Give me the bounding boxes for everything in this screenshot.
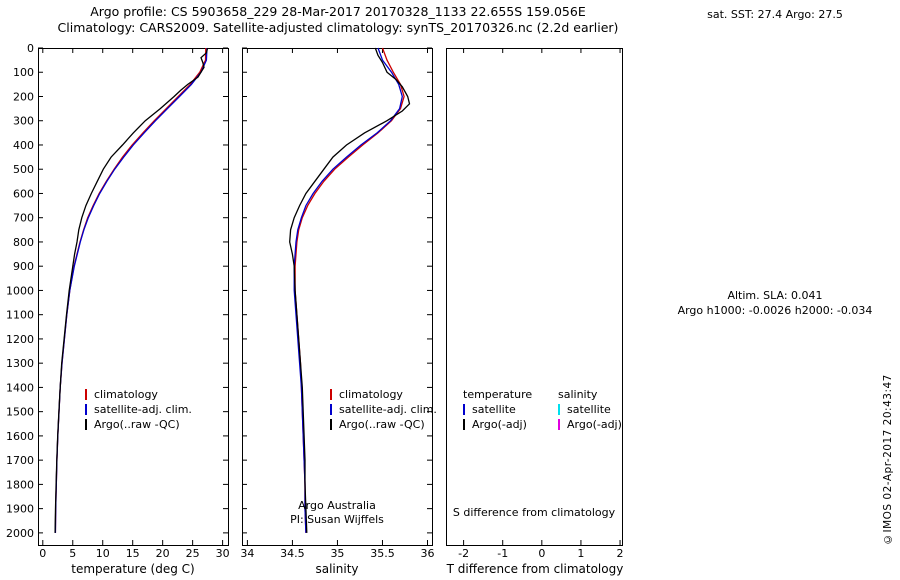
- argo-tdiff-swatch: [463, 419, 465, 430]
- salinity-legend: climatology satellite-adj. clim. Argo(..…: [330, 387, 437, 432]
- legend-item: satellite: [463, 402, 532, 417]
- legend-item: Argo(..raw -QC): [330, 417, 437, 432]
- x-tick-label: 0: [39, 547, 46, 560]
- series-climatology: [54, 47, 207, 533]
- depth-tick-label: 500: [13, 163, 34, 176]
- depth-tick-label: 0: [27, 42, 34, 55]
- series-argo-raw-qc-: [289, 47, 411, 533]
- legend-label: Argo(-adj): [472, 418, 527, 431]
- legend-item: Argo(-adj): [558, 417, 622, 432]
- legend-label: climatology: [339, 388, 403, 401]
- depth-tick-label: 1200: [6, 333, 34, 346]
- panel-border: [38, 48, 229, 546]
- satellite-adj-line-swatch: [330, 404, 332, 415]
- depth-tick-label: 600: [13, 187, 34, 200]
- x-tick-label: 35: [330, 547, 344, 560]
- temperature-legend: climatology satellite-adj. clim. Argo(..…: [85, 387, 192, 432]
- legend-label: Argo(..raw -QC): [339, 418, 425, 431]
- legend-item: Argo(..raw -QC): [85, 417, 192, 432]
- sst-map-title: sat. SST: 27.4 Argo: 27.5: [707, 8, 843, 21]
- x-tick-label: 20: [156, 547, 170, 560]
- legend-label: satellite: [567, 403, 611, 416]
- depth-tick-label: 1100: [6, 309, 34, 322]
- climatology-line-swatch: [330, 389, 332, 400]
- legend-item: satellite-adj. clim.: [85, 402, 192, 417]
- depth-tick-label: 900: [13, 260, 34, 273]
- x-tick-label: 34.5: [280, 547, 305, 560]
- legend-item: Argo(-adj): [463, 417, 532, 432]
- depth-tick-label: 700: [13, 212, 34, 225]
- x-tick-label: 36: [420, 547, 434, 560]
- depth-tick-label: 1800: [6, 478, 34, 491]
- depth-tick-label: 800: [13, 236, 34, 249]
- sla-map: [680, 330, 870, 545]
- x-tick-label: -1: [497, 547, 508, 560]
- legend-item: climatology: [85, 387, 192, 402]
- x-tick-label: 1: [577, 547, 584, 560]
- figure-title-line1: Argo profile: CS 5903658_229 28-Mar-2017…: [90, 4, 586, 19]
- legend-item: climatology: [330, 387, 437, 402]
- series-argo-raw-qc-: [54, 47, 209, 533]
- depth-tick-label: 1300: [6, 357, 34, 370]
- tdiff-legend-column: temperature satellite Argo(-adj): [463, 387, 532, 432]
- argo-sdiff-swatch: [558, 419, 560, 430]
- x-tick-label: 5: [69, 547, 76, 560]
- legend-header-salinity: salinity: [558, 388, 598, 401]
- legend-label: satellite-adj. clim.: [339, 403, 437, 416]
- x-tick-label: 30: [216, 547, 230, 560]
- depth-tick-label: 1400: [6, 381, 34, 394]
- depth-tick-label: 200: [13, 90, 34, 103]
- tdiff-axis-label: T difference from climatology: [446, 562, 624, 576]
- sst-map: [680, 35, 870, 270]
- legend-label: satellite-adj. clim.: [94, 403, 192, 416]
- depth-tick-label: 400: [13, 139, 34, 152]
- depth-tick-label: 1700: [6, 454, 34, 467]
- copyright-stamp: ©IMOS 02-Apr-2017 20:43:47: [882, 374, 894, 545]
- depth-tick-label: 2000: [6, 527, 34, 540]
- panel-border: [242, 48, 433, 546]
- satellite-adj-line-swatch: [85, 404, 87, 415]
- depth-tick-label: 1500: [6, 406, 34, 419]
- x-tick-label: 2: [617, 547, 624, 560]
- argo-australia-note: Argo Australia: [298, 499, 376, 512]
- argo-line-swatch: [330, 419, 332, 430]
- sdiff-legend-column: salinity satellite Argo(-adj): [558, 387, 622, 432]
- x-tick-label: 0: [538, 547, 545, 560]
- depth-tick-label: 1000: [6, 284, 34, 297]
- series-satellite-adj-clim-: [54, 47, 208, 533]
- x-tick-label: 35.5: [370, 547, 395, 560]
- panel-border: [446, 48, 623, 546]
- sla-map-subtitle: Argo h1000: -0.0026 h2000: -0.034: [677, 304, 873, 317]
- x-tick-label: 25: [186, 547, 200, 560]
- x-tick-label: -2: [458, 547, 469, 560]
- legend-label: climatology: [94, 388, 158, 401]
- legend-item: satellite-adj. clim.: [330, 402, 437, 417]
- x-tick-label: 10: [96, 547, 110, 560]
- depth-tick-label: 100: [13, 66, 34, 79]
- depth-tick-label: 1600: [6, 430, 34, 443]
- legend-label: satellite: [472, 403, 516, 416]
- sdiff-axis-label: S difference from climatology: [452, 506, 616, 519]
- temperature-axis-label: temperature (deg C): [71, 562, 195, 576]
- legend-label: Argo(-adj): [567, 418, 622, 431]
- x-tick-label: 15: [126, 547, 140, 560]
- pi-note: PI: Susan Wijffels: [290, 513, 384, 526]
- climatology-line-swatch: [85, 389, 87, 400]
- satellite-sdiff-swatch: [558, 404, 560, 415]
- x-tick-label: 34: [240, 547, 254, 560]
- argo-line-swatch: [85, 419, 87, 430]
- salinity-axis-label: salinity: [315, 562, 359, 576]
- legend-header-temperature: temperature: [463, 388, 533, 401]
- depth-tick-label: 1900: [6, 503, 34, 516]
- series-satellite-adj-clim-: [293, 47, 403, 533]
- legend-label: Argo(..raw -QC): [94, 418, 180, 431]
- sla-map-title: Altim. SLA: 0.041: [727, 289, 823, 302]
- figure-title-line2: Climatology: CARS2009. Satellite-adjuste…: [57, 20, 619, 35]
- satellite-tdiff-swatch: [463, 404, 465, 415]
- depth-tick-label: 300: [13, 115, 34, 128]
- legend-item: satellite: [558, 402, 622, 417]
- series-climatology: [294, 47, 405, 533]
